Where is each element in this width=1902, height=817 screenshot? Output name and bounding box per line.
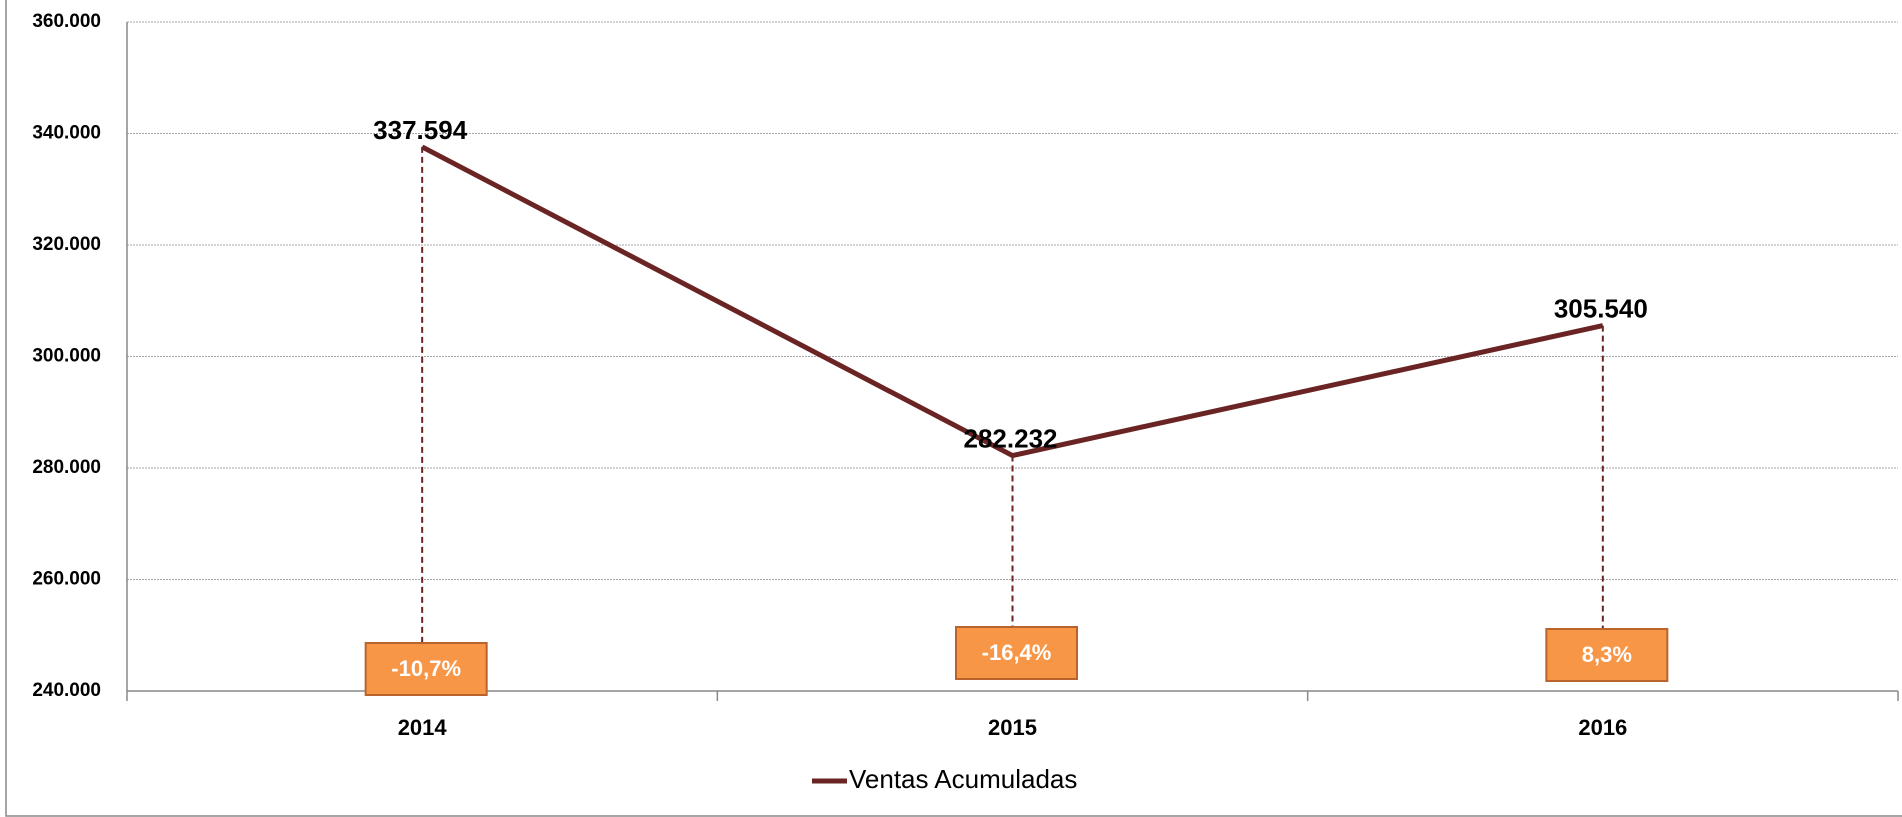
annotation-box (1545, 628, 1669, 682)
y-tick-label: 260.000 (32, 569, 101, 590)
chart-frame (5, 0, 1902, 817)
annotation-box (364, 642, 488, 696)
x-tick-label: 2016 (1578, 715, 1627, 740)
series-line (421, 144, 1604, 459)
y-tick-label: 340.000 (32, 123, 101, 144)
annotation-label: 8,3% (1582, 642, 1632, 667)
y-tick-label: 300.000 (32, 346, 101, 367)
annotation-box (955, 626, 1078, 680)
legend-label: Ventas Acumuladas (849, 764, 1077, 794)
y-tick-label: 280.000 (32, 457, 101, 478)
annotation-label: -10,7% (391, 656, 461, 681)
y-tick-label: 240.000 (32, 680, 101, 701)
y-tick-label: 360.000 (32, 11, 101, 32)
x-tick-label: 2014 (398, 715, 448, 740)
x-tick-label: 2015 (988, 715, 1037, 740)
y-tick-label: 320.000 (32, 234, 101, 255)
data-label: 305.540 (1554, 293, 1648, 323)
data-label: 282.232 (964, 423, 1058, 453)
annotation-label: -16,4% (982, 640, 1052, 665)
data-label: 337.594 (373, 115, 468, 145)
